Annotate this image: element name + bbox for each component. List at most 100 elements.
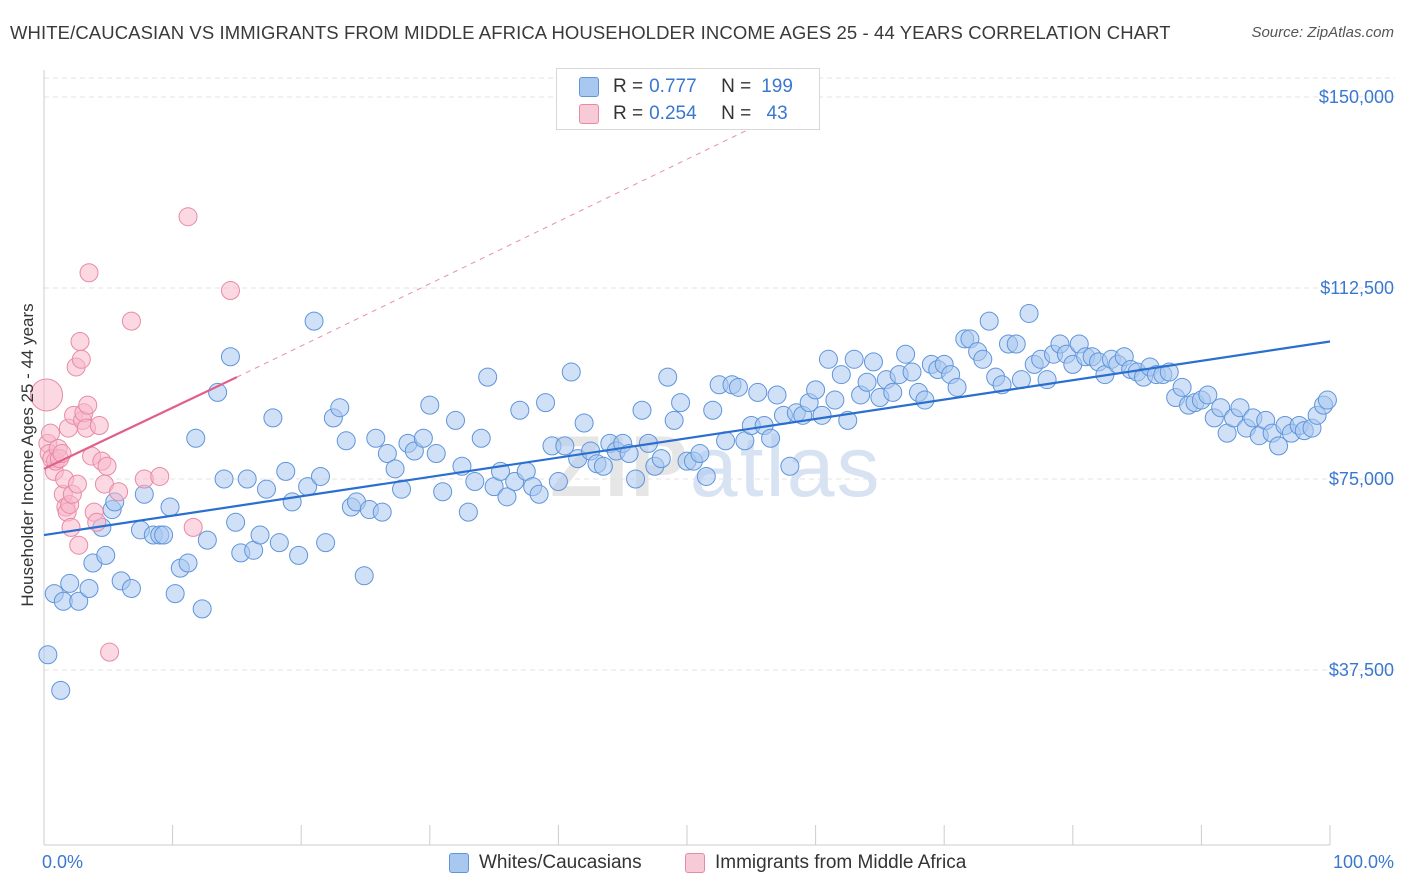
point-whites-27: [214, 469, 234, 489]
point-whites-61: [433, 482, 453, 502]
point-whites-23: [186, 428, 206, 448]
point-whites-144: [973, 349, 993, 369]
point-middle-africa-21: [69, 535, 89, 555]
point-whites-59: [420, 395, 440, 415]
point-whites-34: [256, 479, 276, 499]
point-middle-africa-23: [71, 349, 91, 369]
point-whites-95: [658, 367, 678, 387]
point-middle-africa-22: [70, 331, 90, 351]
correlation-legend: R = 0.777 N = 199 R = 0.254 N = 43: [556, 68, 820, 130]
point-middle-africa-35: [97, 456, 117, 476]
point-whites-94: [651, 449, 671, 469]
point-whites-140: [947, 377, 967, 397]
point-whites-123: [838, 410, 858, 430]
legend-item-whites: Whites/Caucasians: [449, 852, 642, 874]
point-whites-96: [664, 410, 684, 430]
point-middle-africa-38: [121, 311, 141, 331]
point-middle-africa-3: [40, 423, 60, 443]
point-whites-101: [696, 466, 716, 486]
point-whites-31: [237, 469, 257, 489]
legend-n-label: N =: [721, 76, 752, 97]
point-whites-124: [844, 349, 864, 369]
legend-n-value: 199: [761, 76, 793, 97]
point-whites-181: [1211, 398, 1231, 418]
point-middle-africa-27: [78, 395, 98, 415]
legend-r-value: 0.254: [649, 103, 697, 124]
point-whites-190: [1269, 436, 1289, 456]
point-whites-70: [497, 487, 517, 507]
point-whites-184: [1230, 398, 1250, 418]
point-whites-78: [548, 472, 568, 492]
point-whites-135: [915, 390, 935, 410]
y-axis-title: Householder Income Ages 25 - 44 years: [18, 303, 37, 607]
point-whites-90: [626, 469, 646, 489]
series-legend: Whites/Caucasians Immigrants from Middle…: [0, 852, 1406, 878]
point-whites-45: [330, 398, 350, 418]
point-whites-112: [767, 385, 787, 405]
point-whites-37: [276, 461, 296, 481]
point-whites-75: [529, 484, 549, 504]
point-middle-africa-37: [109, 482, 129, 502]
y-tick-label-75000: $75,000: [1328, 469, 1394, 489]
point-middle-africa-32: [89, 416, 109, 436]
point-whites-149: [1006, 334, 1026, 354]
point-middle-africa-0: [30, 378, 64, 412]
point-whites-19: [160, 497, 180, 517]
point-whites-91: [632, 400, 652, 420]
point-whites-13: [121, 579, 141, 599]
y-tick-label-150000: $150,000: [1318, 87, 1394, 107]
point-whites-65: [465, 472, 485, 492]
point-whites-54: [385, 459, 405, 479]
point-whites-109: [748, 382, 768, 402]
y-tick-label-37500: $37,500: [1328, 660, 1394, 680]
point-whites-52: [372, 502, 392, 522]
point-whites-43: [316, 533, 336, 553]
legend-r-value: 0.777: [649, 76, 697, 97]
point-whites-6: [79, 579, 99, 599]
point-whites-4: [60, 573, 80, 593]
point-whites-24: [192, 599, 212, 619]
point-whites-41: [304, 311, 324, 331]
point-whites-53: [377, 444, 397, 464]
point-whites-66: [471, 428, 491, 448]
point-whites-145: [979, 311, 999, 331]
point-whites-72: [510, 400, 530, 420]
point-whites-173: [1159, 362, 1179, 382]
trendline-whites: [43, 340, 1331, 537]
point-whites-85: [593, 456, 613, 476]
point-whites-151: [1019, 303, 1039, 323]
point-whites-79: [555, 436, 575, 456]
point-whites-198: [1317, 390, 1337, 410]
legend-n-label: N =: [721, 103, 752, 124]
point-whites-67: [478, 367, 498, 387]
point-whites-118: [806, 380, 826, 400]
point-whites-39: [289, 545, 309, 565]
point-whites-51: [366, 428, 386, 448]
point-whites-82: [574, 413, 594, 433]
point-whites-127: [863, 352, 883, 372]
point-whites-97: [671, 393, 691, 413]
point-whites-62: [446, 410, 466, 430]
point-middle-africa-36: [100, 642, 120, 662]
point-whites-18: [154, 525, 174, 545]
point-whites-126: [857, 372, 877, 392]
point-whites-28: [220, 347, 240, 367]
point-middle-africa-28: [79, 263, 99, 283]
point-whites-179: [1198, 385, 1218, 405]
legend-r-label: R =: [613, 103, 644, 124]
point-whites-114: [780, 456, 800, 476]
trendline-middle-africa: [43, 376, 238, 470]
point-whites-5: [69, 591, 89, 611]
legend-swatch-pink: [579, 104, 599, 124]
point-whites-132: [896, 344, 916, 364]
point-whites-36: [269, 533, 289, 553]
point-middle-africa-41: [178, 207, 198, 227]
point-whites-64: [458, 502, 478, 522]
point-whites-49: [354, 566, 374, 586]
point-whites-58: [413, 428, 433, 448]
point-whites-102: [703, 400, 723, 420]
point-whites-106: [728, 377, 748, 397]
x-axis-min-label: 0.0%: [42, 852, 84, 872]
point-whites-89: [619, 444, 639, 464]
